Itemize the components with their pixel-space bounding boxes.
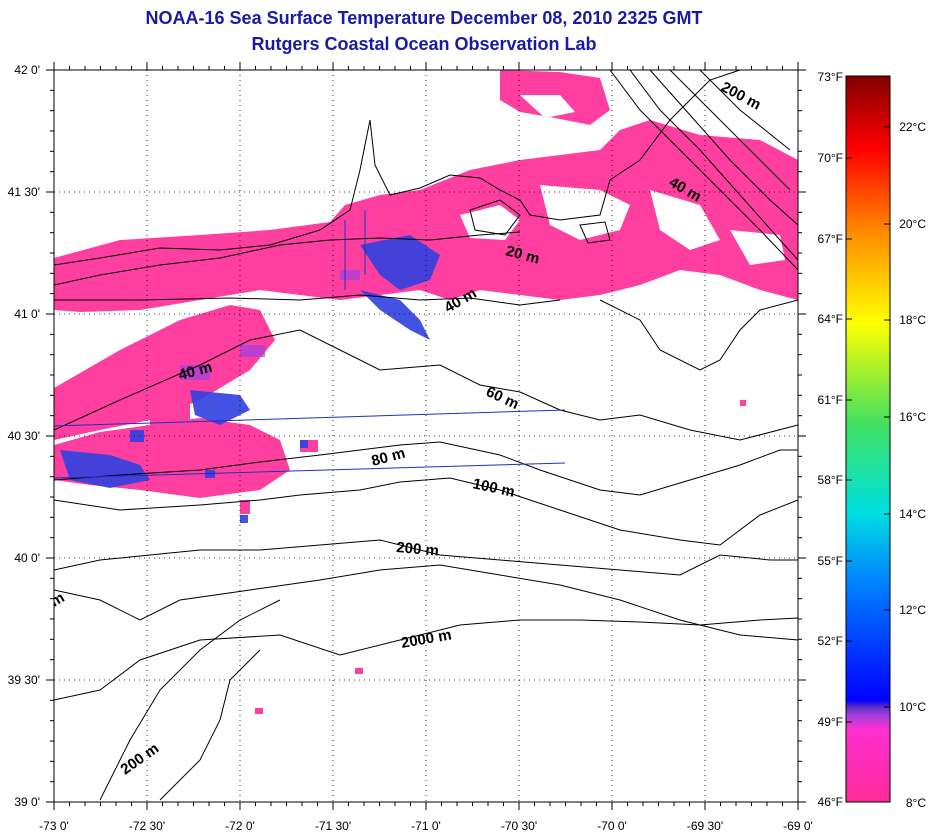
- lon-label: -69 30': [687, 819, 723, 833]
- lat-label: 39 0': [14, 795, 40, 809]
- lat-label: 39 30': [8, 673, 40, 687]
- colorbar-f-label: 73°F: [818, 70, 843, 84]
- colorbar-f-label: 55°F: [818, 554, 843, 568]
- lat-label: 42 0': [14, 63, 40, 77]
- colorbar-ticks: [846, 126, 890, 723]
- contour-label-60m: 60 m: [483, 383, 521, 413]
- contour-label-200m-sw: 200 m: [118, 740, 163, 778]
- contour-label-100m: 100 m: [471, 475, 516, 500]
- sst-warm-patches: [60, 235, 440, 523]
- colorbar-f-label: 49°F: [818, 715, 843, 729]
- colorbar-c-label: 18°C: [899, 313, 926, 327]
- transect-lines: [54, 210, 566, 479]
- axis-ticks: [46, 62, 806, 810]
- contour-label-200m: 200 m: [396, 539, 440, 560]
- bathymetry-contours: [54, 70, 798, 801]
- colorbar-c-label: 12°C: [899, 603, 926, 617]
- colorbar-c-label: 10°C: [899, 700, 926, 714]
- coastline: [54, 70, 798, 371]
- lon-label: -72 30': [129, 819, 165, 833]
- sst-coastal-band: [54, 70, 798, 714]
- lon-label: -72 0': [225, 819, 255, 833]
- cloud-gaps: [460, 95, 785, 265]
- lat-label: 40 30': [8, 429, 40, 443]
- lon-label: -71 30': [315, 819, 351, 833]
- temperature-colorbar: [845, 75, 891, 803]
- contour-label-200m-ne: 200 m: [718, 79, 764, 114]
- colorbar-c-label: 22°C: [899, 120, 926, 134]
- sst-transition: [180, 270, 360, 380]
- colorbar-f-label: 58°F: [818, 473, 843, 487]
- lon-label: -70 0': [597, 819, 627, 833]
- lon-label: -71 0': [411, 819, 441, 833]
- colorbar-f-label: 70°F: [818, 151, 843, 165]
- colorbar-f-label: 46°F: [818, 795, 843, 809]
- colorbar-c-label: 8°C: [906, 796, 926, 810]
- lat-label: 40 0': [14, 551, 40, 565]
- colorbar-c-label: 16°C: [899, 410, 926, 424]
- colorbar-f-label: 67°F: [818, 232, 843, 246]
- colorbar-f-label: 64°F: [818, 312, 843, 326]
- lon-label: -70 30': [501, 819, 537, 833]
- lat-lon-grid: [54, 70, 798, 802]
- colorbar-f-label: 61°F: [818, 393, 843, 407]
- map-subtitle: Rutgers Coastal Ocean Observation Lab: [251, 34, 597, 54]
- lat-label: 41 0': [14, 307, 40, 321]
- map-title: NOAA-16 Sea Surface Temperature December…: [145, 8, 703, 28]
- lat-label: 41 30': [8, 185, 40, 199]
- contour-label-2000m: 2000 m: [400, 626, 453, 652]
- lon-label: -69 0': [783, 819, 813, 833]
- colorbar-c-label: 20°C: [899, 217, 926, 231]
- lon-label: -73 0': [39, 819, 69, 833]
- colorbar-c-label: 14°C: [899, 507, 926, 521]
- colorbar-f-label: 52°F: [818, 634, 843, 648]
